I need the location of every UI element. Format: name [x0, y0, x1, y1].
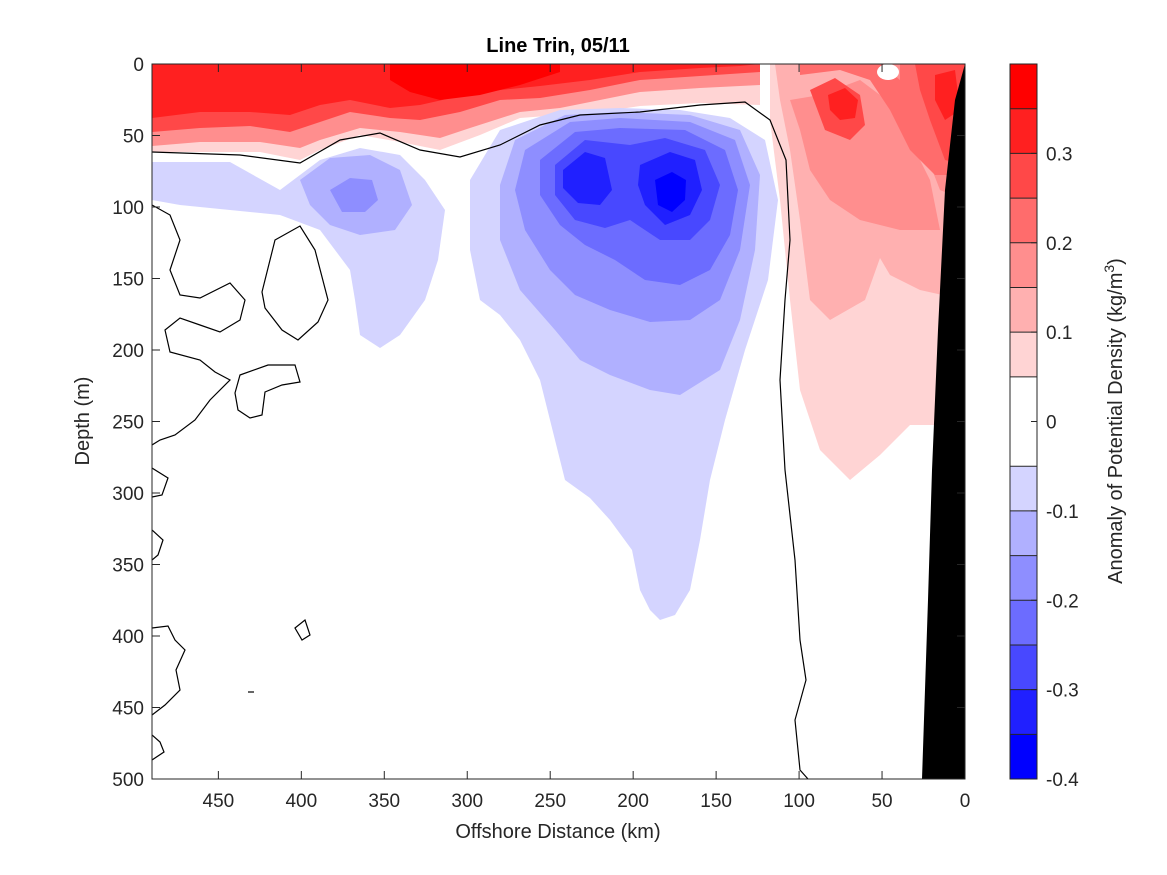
- central-negative-core: [655, 172, 686, 212]
- x-tick-label: 50: [871, 791, 892, 812]
- plot-axes: 450 400 350 300 250 200 150 100 50 0 050100150200…: [72, 55, 970, 843]
- colorbar-block: [1010, 734, 1037, 779]
- y-tick-label: 350: [112, 556, 144, 577]
- colorbar-tick-label: 0: [1046, 413, 1057, 434]
- contour-left-6: [152, 625, 186, 716]
- y-tick-label: 450: [112, 699, 144, 720]
- x-axis-label: Offshore Distance (km): [455, 821, 660, 843]
- y-tick-label: 200: [112, 341, 144, 362]
- colorbar-block: [1010, 287, 1037, 333]
- contour-left-3: [234, 364, 301, 419]
- colorbar-block: [1010, 644, 1037, 690]
- x-tick-label: 250: [534, 791, 566, 812]
- contour-left-1: [152, 204, 246, 446]
- x-tick-label: 450: [203, 791, 235, 812]
- colorbar-tick-label: -0.3: [1046, 681, 1079, 702]
- nearshore-white-patch: [877, 64, 899, 80]
- y-tick-label: 100: [112, 198, 144, 219]
- colorbar-tick-label: 0.2: [1046, 234, 1072, 255]
- x-tick-label: 300: [451, 791, 483, 812]
- x-tick-label: 200: [617, 791, 649, 812]
- x-tick-label: 100: [783, 791, 815, 812]
- colorbar-block: [1010, 64, 1037, 109]
- colorbar-block: [1010, 600, 1037, 645]
- colorbar-tick-label: -0.2: [1046, 591, 1079, 612]
- y-tick-label: 150: [112, 270, 144, 291]
- zero-contour-main: [152, 101, 809, 779]
- x-tick-label: 150: [700, 791, 732, 812]
- colorbar-label: Anomaly of Potential Density (kg/m3): [1101, 258, 1127, 584]
- colorbar-block: [1010, 555, 1037, 601]
- contour-left-8: [294, 618, 311, 641]
- contour-left-7: [152, 734, 165, 761]
- colorbar-tick-label: -0.1: [1046, 502, 1079, 523]
- contour-left-5: [152, 529, 164, 561]
- y-tick-label: 0: [133, 55, 144, 76]
- colorbar-block: [1010, 198, 1037, 243]
- nearshore-fill-5: [810, 64, 965, 165]
- chart-title: Line Trin, 05/11: [486, 35, 629, 57]
- offshore-negative-fill-3: [330, 178, 378, 212]
- shelf-bathymetry: [922, 64, 965, 779]
- colorbar-block: [1010, 332, 1037, 377]
- x-axis-ticks: 450 400 350 300 250 200 150 100 50 0: [203, 64, 971, 812]
- colorbar-color-blocks: [1010, 64, 1037, 779]
- colorbar-block: [1010, 466, 1037, 511]
- x-tick-label: 400: [285, 791, 317, 812]
- colorbar-ticks: 0.3 0.2 0.1 0 -0.1 -0.2 -0.3 -0.4: [1031, 144, 1079, 791]
- colorbar-tick-label: 0.3: [1046, 144, 1072, 165]
- x-tick-label: 350: [368, 791, 400, 812]
- y-tick-label: 400: [112, 627, 144, 648]
- colorbar: 0.3 0.2 0.1 0 -0.1 -0.2 -0.3 -0.4 Anomaly of Po…: [1009, 63, 1127, 791]
- colorbar-block: [1010, 689, 1037, 735]
- y-tick-label: 250: [112, 413, 144, 434]
- surface-layer-core: [390, 64, 560, 100]
- nearshore-core-1: [828, 70, 960, 120]
- y-axis-ticks: 0 50 100 150 200 250 300 350 400 450 500: [112, 55, 965, 791]
- y-tick-label: 300: [112, 484, 144, 505]
- colorbar-block: [1010, 108, 1037, 154]
- colorbar-tick-label: 0.1: [1046, 323, 1072, 344]
- y-tick-label: 500: [112, 770, 144, 791]
- colorbar-tick-label: -0.4: [1046, 770, 1079, 791]
- colorbar-block: [1010, 242, 1037, 288]
- x-tick-label: 0: [960, 791, 971, 812]
- colorbar-block: [1010, 153, 1037, 199]
- contour-left-2: [261, 225, 329, 341]
- contour-left-4: [152, 467, 169, 498]
- y-tick-label: 50: [123, 127, 144, 148]
- contour-fills: [152, 64, 965, 779]
- colorbar-block: [1010, 510, 1037, 556]
- y-axis-label: Depth (m): [72, 377, 94, 466]
